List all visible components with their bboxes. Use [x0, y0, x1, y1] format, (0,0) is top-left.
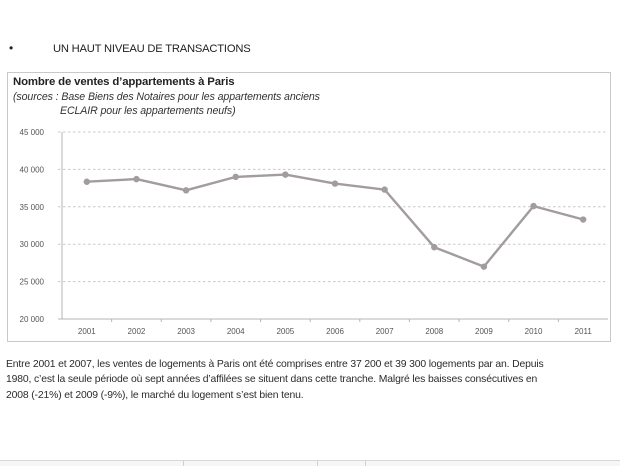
section-heading: UN HAUT NIVEAU DE TRANSACTIONS — [53, 43, 251, 55]
data-point-2011 — [579, 216, 587, 223]
y-tick-label: 25 000 — [20, 278, 45, 287]
chart-subtitle-line-2: ECLAIR pour les appartements neufs) — [60, 105, 236, 117]
x-tick-label: 2003 — [177, 327, 195, 336]
data-point-2006 — [331, 180, 339, 187]
x-axis-ticks: 2001 2002 2003 2004 2005 2006 2007 2008 2009 2010… — [78, 327, 592, 336]
data-point-2010 — [530, 202, 537, 210]
paragraph-line: 2008 (-21%) et 2009 (-9%), le marché du … — [6, 389, 304, 401]
y-tick-label: 40 000 — [20, 165, 45, 174]
x-tick-label: 2005 — [276, 327, 294, 336]
series-line — [86, 173, 584, 268]
gridlines — [58, 131, 606, 283]
chart-title: Nombre de ventes d’appartements à Paris — [13, 76, 235, 88]
x-tick-label: 2011 — [575, 327, 593, 336]
description-paragraph: Entre 2001 et 2007, les ventes de logeme… — [6, 357, 618, 403]
x-tick-label: 2010 — [525, 327, 543, 336]
data-point-2007 — [381, 186, 388, 193]
data-point-2008 — [431, 243, 438, 251]
data-point-2004 — [232, 173, 239, 181]
axes — [58, 132, 608, 322]
data-point-2001 — [83, 178, 91, 185]
bottom-toolbar — [0, 460, 620, 466]
section-heading-row: • UN HAUT NIVEAU DE TRANSACTIONS — [0, 41, 620, 60]
paragraph-line: Entre 2001 et 2007, les ventes de logeme… — [6, 359, 544, 370]
x-tick-label: 2002 — [128, 327, 146, 336]
x-tick-label: 2009 — [475, 327, 493, 336]
y-tick-label: 45 000 — [20, 128, 45, 137]
y-tick-label: 35 000 — [20, 203, 45, 212]
x-tick-label: 2004 — [227, 327, 245, 336]
x-tick-label: 2008 — [425, 327, 443, 336]
data-point-2003 — [182, 187, 190, 194]
x-tick-label: 2007 — [376, 327, 394, 336]
y-tick-label: 30 000 — [20, 240, 45, 249]
y-tick-label: 20 000 — [20, 315, 45, 324]
chart-subtitle-line-1: (sources : Base Biens des Notaires pour … — [13, 91, 320, 103]
toolbar-divider — [317, 461, 318, 466]
paragraph-line: 1980, c’est la seule période où sept ann… — [6, 374, 538, 386]
data-point-2009 — [480, 263, 488, 270]
toolbar-divider — [365, 461, 366, 466]
series — [83, 171, 587, 270]
x-tick-label: 2001 — [78, 327, 96, 336]
data-point-2005 — [282, 171, 289, 178]
toolbar-divider — [183, 461, 184, 466]
y-axis-ticks: 20 000 25 000 30 000 35 000 40 000 45 000 — [20, 128, 45, 324]
data-point-2002 — [133, 175, 140, 183]
bullet-icon: • — [9, 41, 14, 55]
x-tick-label: 2006 — [326, 327, 344, 336]
